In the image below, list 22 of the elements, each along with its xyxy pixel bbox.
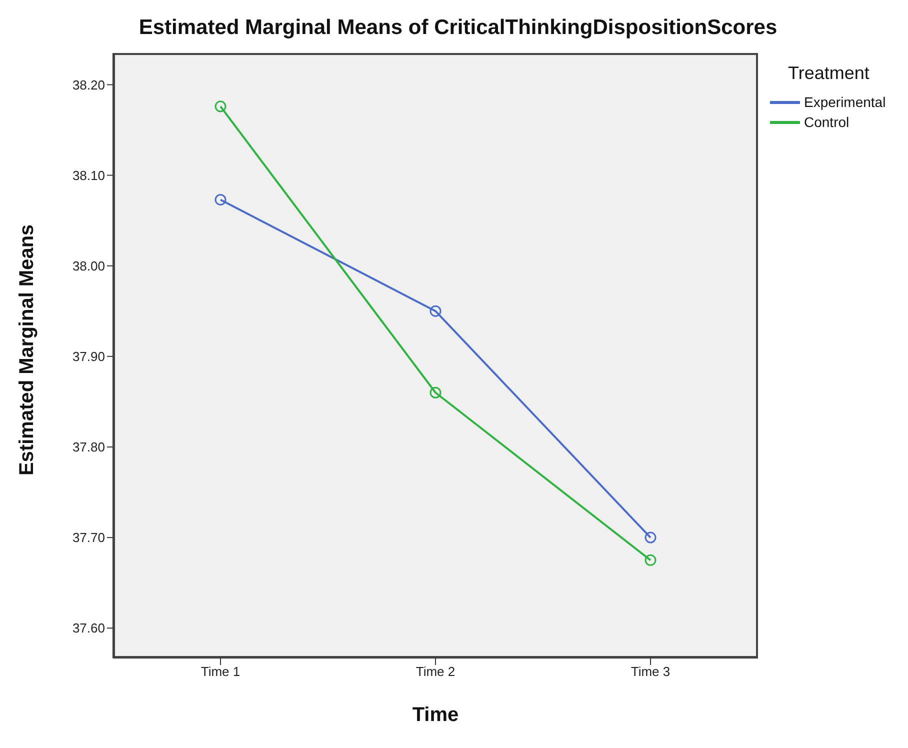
chart-title: Estimated Marginal Means of CriticalThinkingDispositionScores	[138, 16, 778, 40]
y-tick-label: 38.00	[72, 258, 105, 274]
point	[644, 532, 656, 544]
y-tick-label: 38.20	[72, 77, 105, 92]
x-tick-label: Time 2	[416, 664, 456, 680]
y-axis-title: Estimated Marginal Means	[16, 224, 38, 476]
y-tick-label: 38.10	[72, 168, 105, 183]
point	[214, 100, 226, 112]
y-tick-label: 37.70	[72, 530, 105, 546]
y-tick-label: 37.80	[72, 440, 105, 455]
legend-label: Control	[804, 114, 850, 130]
y-tick-label: 37.60	[72, 620, 105, 636]
point	[644, 554, 656, 566]
legend-label: Experimental	[804, 94, 886, 110]
x-tick-label: Time 1	[200, 664, 240, 680]
point	[214, 194, 226, 206]
x-axis-title: Time	[412, 704, 459, 726]
x-tick-label: Time 3	[630, 664, 670, 680]
y-tick-label: 37.90	[72, 349, 105, 364]
point	[430, 386, 442, 398]
point	[430, 305, 442, 317]
legend-title: Treatment	[788, 63, 870, 84]
